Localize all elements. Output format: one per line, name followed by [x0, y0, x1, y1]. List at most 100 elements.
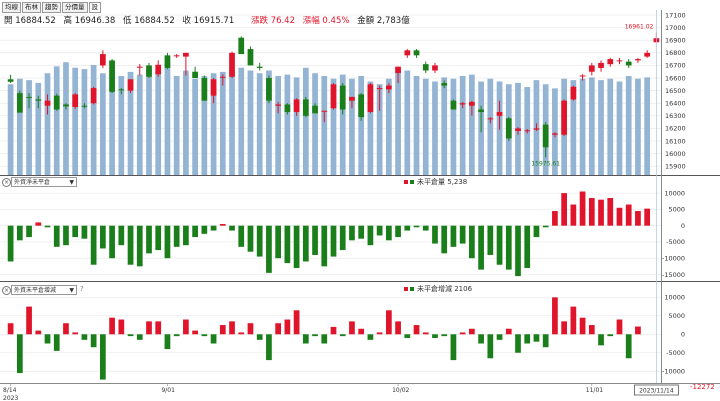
- high-annotation: 16961.02: [625, 24, 654, 31]
- oi-bar: [616, 207, 623, 226]
- volume-bar: [109, 70, 115, 175]
- date-tick-label: 10/02: [392, 387, 409, 394]
- tab-moving-average[interactable]: 均線: [2, 2, 21, 13]
- oi-bar: [413, 225, 420, 228]
- indicator2-select[interactable]: 外資未平倉增減 ▼: [11, 285, 77, 295]
- oi-bar: [588, 198, 595, 226]
- tab-trend[interactable]: 趨勢: [42, 2, 61, 13]
- low-value: 16884.52: [134, 16, 175, 26]
- candle-body: [183, 52, 189, 57]
- candle-body: [275, 104, 282, 106]
- oi-bar: [441, 225, 448, 254]
- indicator1-select[interactable]: 外資淨未平倉 ▼: [11, 177, 77, 187]
- oi-bar: [63, 225, 69, 246]
- candle-body: [432, 65, 438, 71]
- candle-body: [330, 84, 337, 109]
- volume-bar: [385, 78, 392, 175]
- oi-tick-label: 5000: [668, 206, 685, 214]
- oi-bar: [192, 225, 198, 238]
- oi-change-bar: [201, 334, 208, 337]
- pct-value: 0.45%: [322, 16, 350, 26]
- oi-bar: [53, 225, 60, 247]
- oi-bar: [579, 191, 586, 226]
- oi-bar: [136, 225, 143, 267]
- volume-bar: [349, 78, 355, 175]
- candle-body: [63, 104, 69, 107]
- candle-body: [552, 133, 558, 135]
- volume-bar: [552, 88, 558, 175]
- date-tick-label: 11/01: [586, 387, 603, 394]
- oi-bar: [201, 225, 208, 234]
- oi-change-bar: [422, 332, 429, 335]
- oi-bar: [395, 225, 401, 238]
- oi-change-bar: [192, 330, 198, 335]
- volume-bar: [588, 77, 595, 175]
- oi-bar: [302, 225, 309, 262]
- oi-change-bar: [598, 334, 604, 346]
- oi-bar: [26, 225, 32, 238]
- oi-change-bar: [53, 334, 60, 351]
- oi-change-tick-label: -10000: [662, 367, 685, 375]
- open-value: 16884.52: [15, 16, 56, 26]
- oi-tick-label: 10000: [664, 189, 685, 197]
- candle-body: [579, 75, 586, 77]
- oi-change-bar: [16, 334, 23, 374]
- oi-bar: [487, 225, 494, 255]
- price-tick-label: 16200: [665, 125, 686, 133]
- oi-change-bar: [7, 323, 14, 335]
- oi-change-bar: [450, 334, 457, 361]
- candle-body: [616, 60, 623, 62]
- oi-tick-label: -15000: [662, 271, 685, 279]
- year-label: 2023: [3, 395, 18, 401]
- volume-bar: [53, 66, 60, 175]
- candle-body: [7, 79, 14, 82]
- oi-tick-label: -10000: [662, 255, 685, 263]
- candle-body: [607, 59, 614, 65]
- oi-change-bar: [136, 334, 143, 340]
- amount-value: 2,783億: [376, 16, 410, 26]
- oi-bar: [542, 225, 549, 228]
- oi-change-bar: [478, 334, 484, 344]
- legend-up-swatch: [404, 287, 408, 291]
- high-value: 16946.38: [74, 16, 116, 26]
- oi-change-bar: [367, 334, 374, 340]
- ohlc-readout: 開 16884.52 高 16946.38 低 16884.52 收 16915…: [4, 14, 410, 26]
- volume-bar: [404, 70, 411, 175]
- close-indicator2-icon[interactable]: ×: [2, 286, 11, 295]
- oi-change-bar: [487, 334, 494, 359]
- close-indicator1-icon[interactable]: ×: [2, 178, 11, 187]
- oi-bar: [100, 225, 106, 249]
- candle-body: [321, 110, 328, 112]
- volume-bar: [266, 70, 272, 175]
- volume-bar: [229, 69, 235, 175]
- volume-bar: [644, 77, 651, 175]
- volume-bar: [44, 73, 51, 175]
- oi-bar: [524, 225, 531, 268]
- oi-change-bar: [570, 306, 577, 335]
- crosshair-date-label: 2023/11/14: [639, 388, 674, 395]
- volume-bar: [155, 73, 162, 175]
- tab-price-volume[interactable]: 分價量: [62, 2, 88, 13]
- volume-bar: [118, 76, 125, 175]
- oi-change-bar: [625, 334, 632, 359]
- volume-bar: [358, 76, 365, 175]
- tab-bollinger[interactable]: 布林: [22, 2, 41, 13]
- volume-bar: [127, 71, 134, 175]
- candle-body: [219, 76, 226, 78]
- oi-change-bar: [219, 325, 226, 335]
- candle-body: [644, 52, 651, 57]
- change-value: 76.42: [270, 16, 295, 26]
- chevron-down-icon: ▼: [69, 179, 74, 186]
- help-icon[interactable]: ?: [80, 285, 84, 293]
- tab-settings[interactable]: 設: [88, 2, 101, 13]
- candle-body: [496, 112, 503, 116]
- oi-bar: [561, 193, 567, 226]
- high-label: 高: [63, 16, 72, 26]
- candle-body: [588, 65, 595, 72]
- oi-change-bar: [330, 326, 337, 335]
- oi-change-bar: [229, 321, 235, 335]
- oi-change-bar: [515, 334, 521, 353]
- toolbar-tabs: 均線 布林 趨勢 分價量 設: [2, 2, 101, 13]
- oi-bar: [496, 225, 503, 265]
